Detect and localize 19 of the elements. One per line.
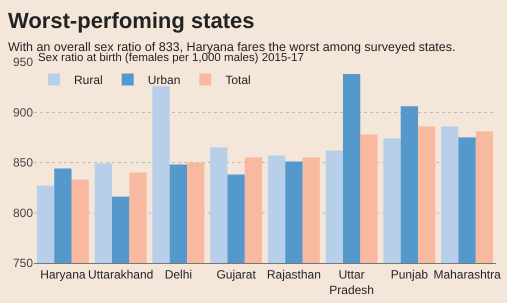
x-tick-label: Rajasthan (266, 267, 321, 282)
x-tick-label: Maharashtra (433, 267, 502, 282)
x-tick-label: Delhi (164, 267, 192, 282)
x-tick-label: Haryana (40, 267, 86, 282)
y-tick-label: 900 (12, 105, 34, 120)
y-tick-label: 800 (12, 206, 34, 220)
x-tick-label: Punjab (390, 267, 428, 282)
chart-subtitle: With an overall sex ratio of 833, Haryana fares the worst among surveyed states. (8, 40, 456, 54)
legend-title: Sex ratio at birth (females per 1,000 males) 2015-17 (38, 52, 304, 64)
legend-label: Total (225, 73, 251, 88)
legend-label: Rural (74, 73, 103, 88)
y-tick-label: 750 (12, 256, 34, 270)
chart-title: Worst-perfoming states (8, 8, 255, 33)
legend-label: Urban (148, 73, 180, 88)
y-tick-label: 850 (12, 156, 34, 170)
x-tick-label: Gujarat (216, 267, 256, 282)
y-tick-label: 950 (12, 55, 34, 70)
x-tick-label: Uttar Pradesh (329, 267, 374, 297)
x-tick-label: Uttarakhand (88, 267, 154, 282)
